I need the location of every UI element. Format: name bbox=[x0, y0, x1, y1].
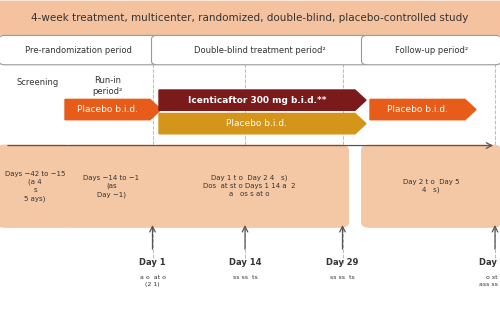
Polygon shape bbox=[159, 90, 366, 110]
Text: Placebo b.i.d.: Placebo b.i.d. bbox=[226, 119, 288, 128]
Text: Day 1: Day 1 bbox=[139, 258, 166, 267]
Polygon shape bbox=[370, 100, 476, 120]
Text: a o  at o
(2 1): a o at o (2 1) bbox=[140, 275, 166, 287]
Text: Placebo b.i.d.: Placebo b.i.d. bbox=[387, 105, 448, 114]
Text: Day 2 t o  Day 5
4   s): Day 2 t o Day 5 4 s) bbox=[403, 179, 460, 193]
FancyBboxPatch shape bbox=[362, 35, 500, 65]
Text: Run-in
period²: Run-in period² bbox=[92, 76, 122, 96]
FancyBboxPatch shape bbox=[0, 35, 158, 65]
Text: Icenticaftor 300 mg b.i.d.**: Icenticaftor 300 mg b.i.d.** bbox=[188, 96, 326, 105]
Text: 4-week treatment, multicenter, randomized, double-blind, placebo-controlled stud: 4-week treatment, multicenter, randomize… bbox=[32, 13, 469, 23]
FancyBboxPatch shape bbox=[361, 145, 500, 228]
Text: Follow-up period²: Follow-up period² bbox=[394, 46, 468, 54]
Text: o st y
ass ss  t  s: o st y ass ss t s bbox=[478, 275, 500, 287]
Text: Placebo b.i.d.: Placebo b.i.d. bbox=[77, 105, 138, 114]
Text: Pre-randomization period: Pre-randomization period bbox=[26, 46, 132, 54]
Polygon shape bbox=[65, 100, 161, 120]
Text: Days −42 to −15
(a 4
s
5 ays): Days −42 to −15 (a 4 s 5 ays) bbox=[5, 171, 65, 202]
Text: Day 14: Day 14 bbox=[229, 258, 261, 267]
Text: Days −14 to −1
(as
Day −1): Days −14 to −1 (as Day −1) bbox=[83, 175, 140, 198]
Text: ss ss  ts: ss ss ts bbox=[232, 275, 258, 280]
FancyBboxPatch shape bbox=[150, 145, 349, 228]
Text: Double-blind treatment period²: Double-blind treatment period² bbox=[194, 46, 326, 54]
Text: ss ss  ts: ss ss ts bbox=[330, 275, 355, 280]
Text: Day 1 t o  Day 2 4   s)
Dos  at st o Days 1 14 a  2
a   os s at o: Day 1 t o Day 2 4 s) Dos at st o Days 1 … bbox=[203, 175, 296, 198]
FancyBboxPatch shape bbox=[152, 35, 368, 65]
FancyBboxPatch shape bbox=[64, 145, 159, 228]
FancyBboxPatch shape bbox=[0, 145, 74, 228]
Text: Day 56: Day 56 bbox=[479, 258, 500, 267]
FancyBboxPatch shape bbox=[0, 1, 500, 35]
Polygon shape bbox=[159, 114, 366, 134]
Text: Screening: Screening bbox=[16, 79, 58, 87]
Text: Day 29: Day 29 bbox=[326, 258, 358, 267]
